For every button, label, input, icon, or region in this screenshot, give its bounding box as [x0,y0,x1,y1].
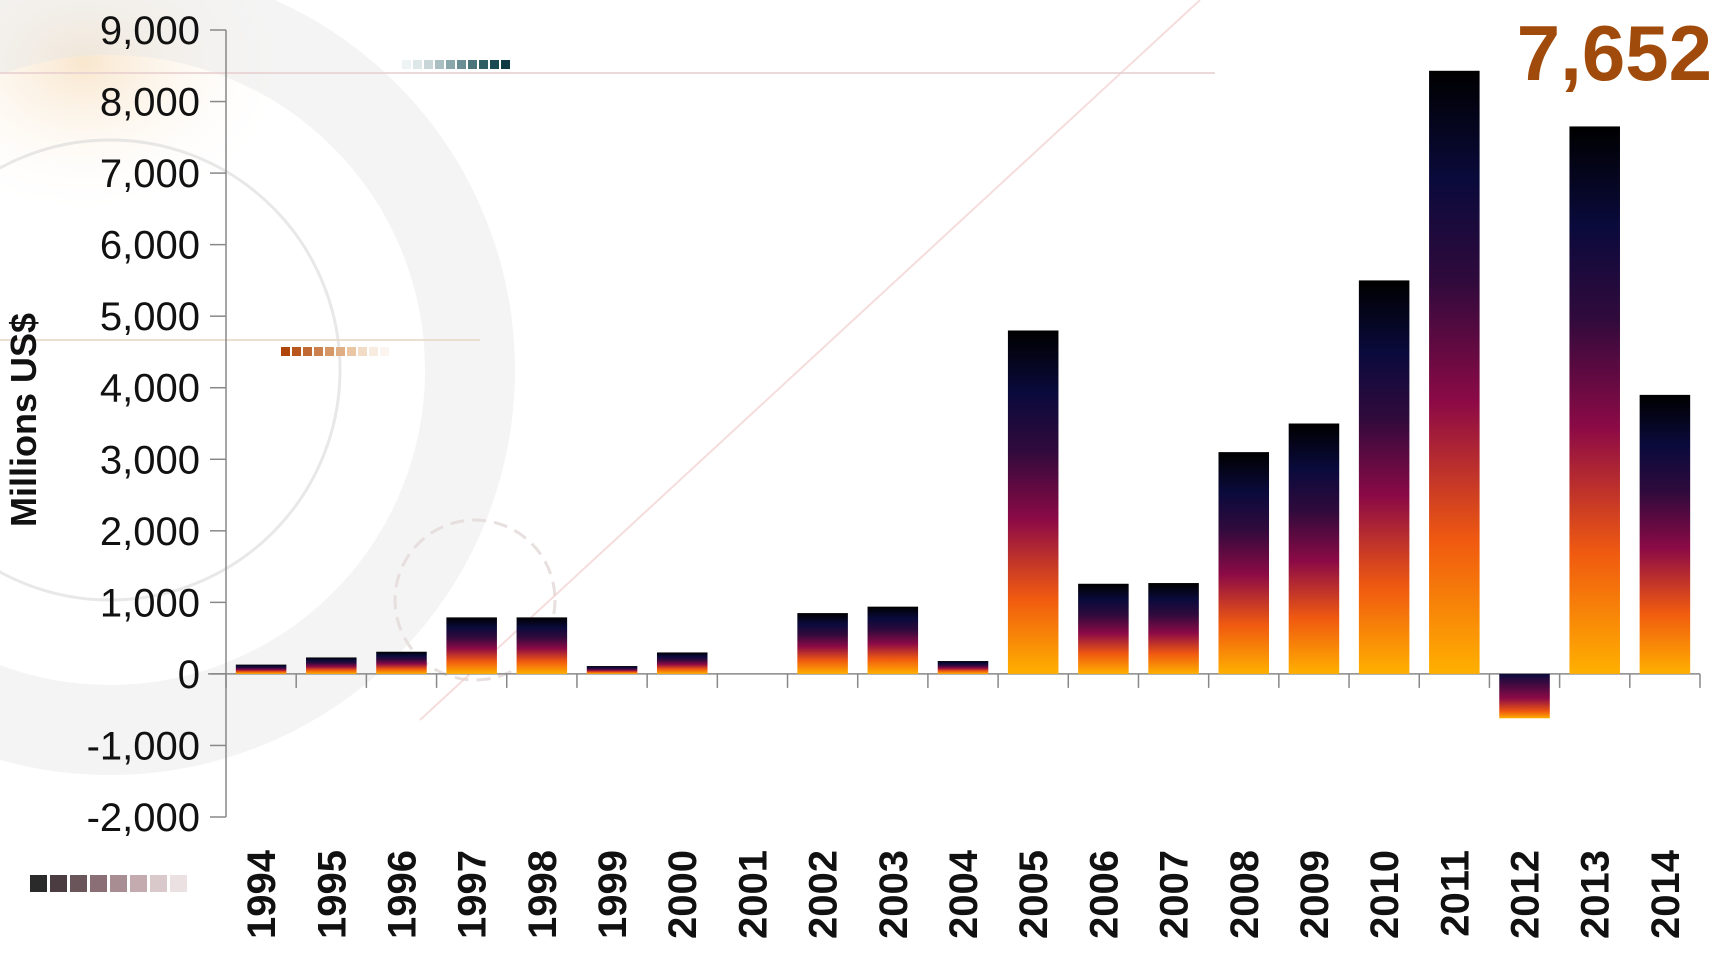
y-tick-label: 3,000 [100,438,200,482]
x-tick-label: 2007 [1153,850,1197,939]
y-tick-label: 8,000 [100,81,200,125]
y-tick-label: -2,000 [87,796,200,840]
y-tick-label: -1,000 [87,724,200,768]
bar-1994 [235,664,287,674]
y-axis-ticks: 9,000 8,000 7,000 6,000 5,000 4,000 3,000 2,000… [87,9,226,840]
x-tick-label: 2003 [872,850,916,939]
x-tick-label: 2010 [1363,850,1407,939]
y-tick-label: 2,000 [100,510,200,554]
x-tick-label: 2000 [661,850,705,939]
bar-2014 [1639,394,1691,674]
y-tick-label: 0 [178,653,200,697]
y-tick-label: 1,000 [100,581,200,625]
x-tick-label: 1995 [310,850,354,939]
x-tick-label: 1999 [591,850,635,939]
x-tick-label: 1997 [451,850,495,939]
x-tick-label: 2008 [1223,850,1267,939]
bar-2000 [656,652,708,674]
decorative-swatch-orange [281,347,389,356]
decorative-small-gear [393,518,557,682]
bar-2013 [1569,126,1620,674]
x-tick-label: 2006 [1082,850,1126,939]
y-tick-label: 7,000 [100,152,200,196]
x-axis-labels: 1994 1995 1996 1997 1998 1999 2000 2001 2002 2003… [240,849,1688,939]
x-tick-label: 2001 [731,850,775,939]
bar-2012 [1499,673,1550,719]
x-tick-label: 2012 [1504,850,1548,939]
x-tick-label: 2009 [1293,850,1337,939]
x-tick-label: 2005 [1012,850,1056,939]
decorative-gear-ring [0,0,515,775]
x-tick-label: 1998 [521,850,565,939]
highlight-value: 7,652 [1517,9,1712,97]
x-tick-label: 2011 [1433,850,1477,937]
x-axis-ticks [225,673,1701,688]
bars [235,70,1691,719]
bar-2002 [797,613,848,674]
bar-2005 [1007,330,1059,674]
y-tick-label: 4,000 [100,367,200,411]
decorative-swatch-teal [402,60,510,69]
x-tick-label: 2004 [942,849,986,939]
x-tick-label: 2013 [1574,850,1618,939]
x-tick-label: 1996 [380,850,424,939]
bar-2006 [1078,583,1129,674]
bar-1999 [586,666,638,674]
bar-1996 [376,651,427,674]
x-tick-label: 1994 [240,849,284,939]
bar-2003 [867,606,919,674]
y-axis-label: Millions US$ [3,313,44,527]
bar-1998 [516,617,568,674]
decorative-swatch-grey [30,875,187,892]
bar-2004 [937,661,989,674]
y-tick-label: 6,000 [100,224,200,268]
bar-2009 [1288,423,1340,674]
y-tick-label: 9,000 [100,9,200,53]
bar-1997 [446,617,497,674]
bar-2010 [1358,280,1410,674]
decorative-diagonal [419,0,1201,721]
bar-2008 [1218,452,1270,674]
x-tick-label: 2014 [1644,849,1688,939]
decorative-gear-ring-inner [0,138,342,602]
bar-2011 [1429,70,1480,674]
bar-2007 [1148,583,1199,674]
y-tick-label: 5,000 [100,295,200,339]
x-tick-label: 2002 [802,850,846,939]
bar-1995 [306,657,357,674]
